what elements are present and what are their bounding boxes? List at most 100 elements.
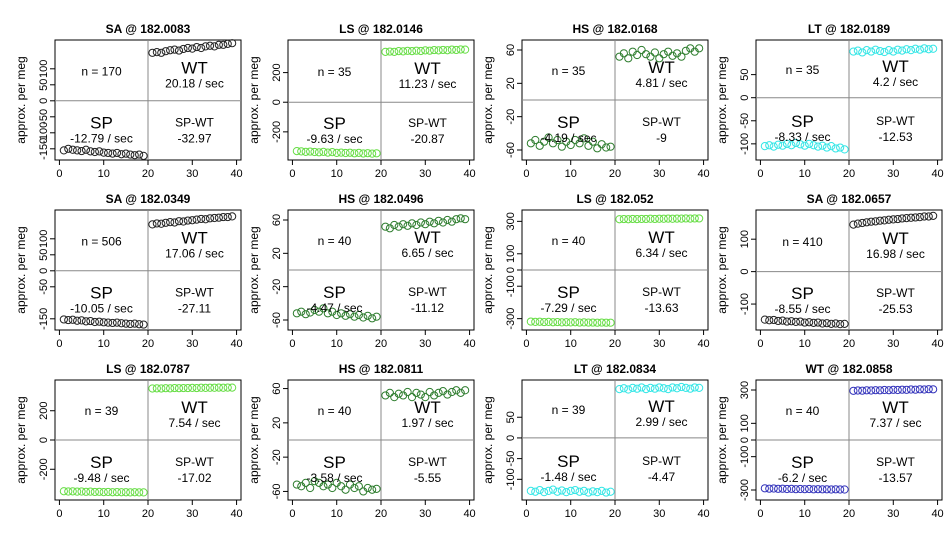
x-tick-label: 20	[843, 168, 855, 180]
wt-label: WT	[882, 229, 908, 248]
y-axis-label: approx. per meg	[715, 226, 729, 313]
wt-point	[690, 383, 699, 392]
wt-point	[695, 383, 704, 392]
wt-rate: 11.23 / sec	[399, 77, 457, 91]
wt-point	[430, 219, 439, 228]
sp-point	[782, 139, 792, 148]
y-tick-label: 50	[38, 249, 50, 261]
sp-point	[64, 144, 73, 153]
sample-count: n = 35	[552, 64, 586, 78]
wt-point	[659, 50, 668, 59]
sp-point	[526, 486, 535, 495]
wt-point	[871, 217, 880, 226]
sp-rate: -8.33 / sec	[774, 130, 830, 144]
sp-point	[760, 484, 769, 493]
sp-point	[354, 482, 363, 491]
sp-point	[135, 320, 144, 329]
chart-title: HS @ 182.0496	[338, 192, 423, 206]
wt-point	[447, 217, 456, 226]
wt-point	[381, 47, 390, 56]
y-tick-label: 100	[739, 230, 751, 248]
wt-point	[619, 384, 628, 393]
x-tick-label: 0	[56, 338, 62, 350]
sp-point	[575, 318, 584, 327]
wt-point	[452, 215, 461, 224]
sp-label: SP	[557, 113, 580, 132]
sp-point	[544, 317, 553, 326]
wt-point	[664, 385, 673, 394]
x-tick-label: 10	[799, 508, 811, 520]
sp-wt-value: -13.57	[878, 471, 912, 485]
x-tick-label: 10	[565, 168, 577, 180]
sp-point	[571, 485, 580, 495]
sp-point	[787, 141, 796, 150]
sp-point	[328, 148, 337, 157]
wt-point	[443, 215, 452, 225]
x-tick-label: 0	[757, 508, 763, 520]
y-axis-label: approx. per meg	[247, 56, 261, 143]
wt-point	[205, 383, 215, 392]
sp-point	[840, 145, 849, 154]
wt-point	[421, 220, 430, 229]
sp-point	[813, 318, 823, 327]
wt-point	[641, 214, 651, 224]
sp-point	[81, 487, 91, 496]
x-tick-label: 30	[419, 168, 431, 180]
sp-point	[769, 315, 778, 325]
wt-point	[633, 214, 642, 224]
x-tick-label: 30	[186, 168, 198, 180]
wt-point	[849, 220, 858, 229]
wt-point	[430, 45, 439, 55]
y-axis-label: approx. per meg	[14, 226, 28, 313]
wt-point	[412, 388, 421, 397]
wt-point	[867, 386, 876, 395]
x-tick-label: 0	[523, 508, 529, 520]
y-tick-label: 200	[38, 402, 50, 420]
chart-title: LT @ 182.0189	[808, 22, 891, 36]
x-tick-label: 40	[931, 508, 943, 520]
wt-point	[646, 214, 655, 223]
wt-point	[615, 385, 624, 394]
sp-wt-value: -32.97	[177, 131, 211, 145]
sp-point	[575, 487, 584, 496]
sp-point	[341, 311, 350, 320]
sp-point	[363, 311, 372, 320]
chart-title: WT @ 182.0858	[805, 362, 892, 376]
wt-point	[681, 214, 690, 223]
sp-point	[95, 147, 104, 156]
wt-point	[443, 46, 452, 55]
chart-title: SA @ 182.0349	[106, 192, 191, 206]
sp-point	[557, 142, 566, 151]
sp-point	[566, 318, 575, 327]
sp-point	[310, 305, 319, 315]
wt-point	[871, 386, 880, 395]
sp-point	[117, 319, 126, 328]
x-tick-label: 10	[331, 338, 343, 350]
sp-point	[805, 484, 814, 494]
x-tick-label: 10	[98, 168, 110, 180]
wt-point	[148, 384, 157, 393]
wt-point	[686, 384, 695, 393]
sp-point	[579, 486, 589, 495]
wt-point	[672, 214, 682, 223]
wt-point	[880, 47, 889, 57]
sp-point	[809, 318, 818, 327]
x-tick-label: 0	[757, 168, 763, 180]
chart-panel: HS @ 182.0496 0 10 20 30 40 -60 -20 20 60 approx. …	[247, 192, 476, 350]
chart-panel: LS @ 182.052 0 10 20 30 40 -300 -100 0 100 300 appr…	[481, 192, 710, 350]
wt-point	[385, 47, 394, 56]
sp-point	[372, 149, 381, 158]
x-tick-label: 30	[186, 338, 198, 350]
x-tick-label: 0	[289, 338, 295, 350]
wt-point	[157, 219, 166, 228]
sp-point	[769, 142, 778, 151]
sp-point	[566, 486, 575, 495]
wt-label: WT	[882, 57, 908, 76]
sample-count: n = 40	[318, 404, 352, 418]
y-tick-label: -100	[505, 468, 517, 490]
wt-point	[884, 46, 893, 55]
sp-point	[593, 318, 602, 327]
wt-point	[152, 48, 161, 57]
sp-point	[827, 485, 836, 494]
wt-point	[906, 385, 916, 394]
